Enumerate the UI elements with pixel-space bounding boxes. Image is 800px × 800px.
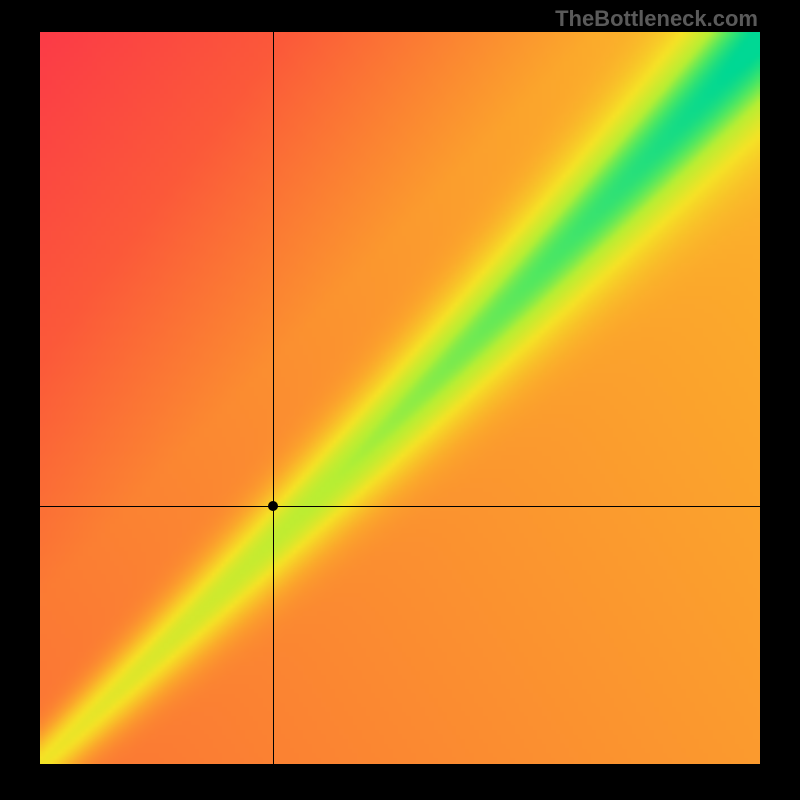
crosshair-horizontal (40, 506, 760, 507)
plot-area (40, 32, 760, 764)
watermark-text: TheBottleneck.com (555, 6, 758, 32)
crosshair-vertical (273, 32, 274, 764)
plot-frame (38, 30, 762, 766)
heatmap-canvas (40, 32, 760, 764)
crosshair-marker (268, 501, 278, 511)
